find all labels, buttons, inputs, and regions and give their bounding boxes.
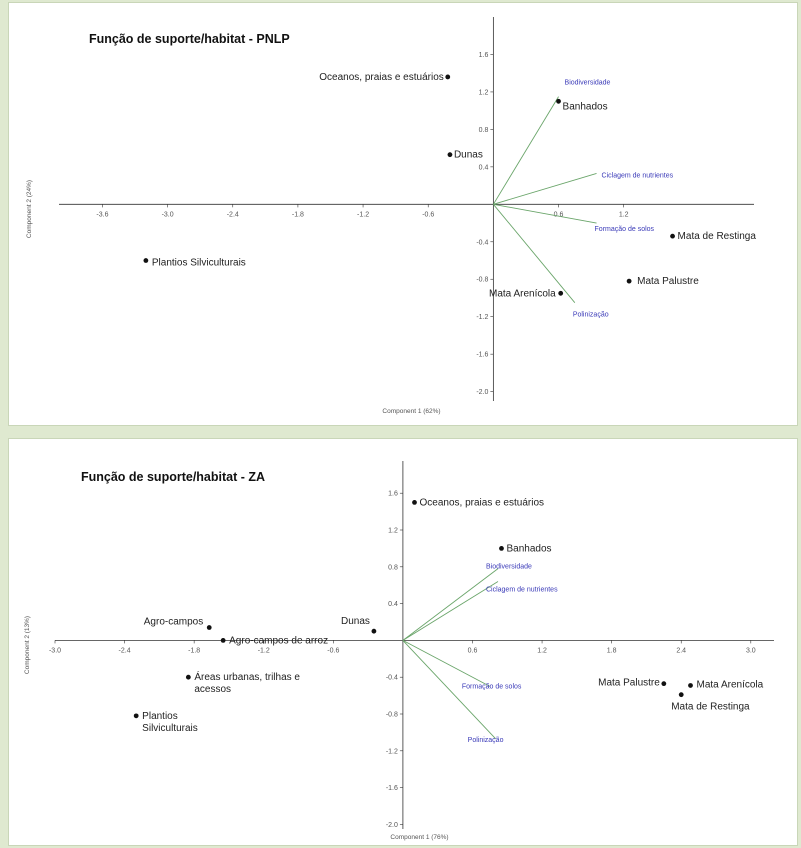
loading-vector xyxy=(402,581,499,641)
loading-label: Formação de solos xyxy=(462,683,522,690)
loading-label: Polinização xyxy=(468,737,504,744)
data-point xyxy=(143,258,149,263)
data-point xyxy=(133,713,139,719)
y-tick-label: 1.2 xyxy=(388,528,398,535)
loading-vector xyxy=(493,204,576,303)
point-label: Banhados xyxy=(563,101,608,112)
point-label: Plantios Silviculturais xyxy=(142,711,198,734)
data-point xyxy=(499,546,504,551)
x-tick-label: -3.0 xyxy=(162,211,174,218)
chart-panel-za: Função de suporte/habitat - ZA -3.0 -2.4 -1… xyxy=(8,438,798,846)
point-label: Plantios Silviculturais xyxy=(152,258,246,269)
loading-label: Biodiversidade xyxy=(565,80,611,87)
x-tick-label: -1.2 xyxy=(258,647,270,654)
x-tick-label: 1.8 xyxy=(607,647,617,654)
data-point xyxy=(558,290,564,296)
y-tick-label: -1.6 xyxy=(476,352,488,359)
data-point xyxy=(626,278,632,284)
y-tick-label: -0.4 xyxy=(476,239,488,246)
point-label: Dunas xyxy=(454,150,483,161)
chart-panel-pnlp: Função de suporte/habitat - PNLP -3.6 -3.0… xyxy=(8,2,798,426)
y-tick-label: 1.6 xyxy=(388,491,398,498)
point-label: Mata Palustre xyxy=(637,276,699,287)
y-tick-label: 0.8 xyxy=(479,127,489,134)
point-label: Oceanos, praias e estuários xyxy=(420,497,545,508)
loading-vector xyxy=(402,640,497,740)
point-label: Banhados xyxy=(506,543,551,554)
x-tick-label: 1.2 xyxy=(619,211,629,218)
x-tick-label: -3.0 xyxy=(49,647,61,654)
x-tick-label: -0.6 xyxy=(422,211,434,218)
x-tick-label: -1.8 xyxy=(292,211,304,218)
x-tick-label: -2.4 xyxy=(227,211,239,218)
y-tick-label: 1.6 xyxy=(479,52,489,59)
x-tick-label: -3.6 xyxy=(96,211,108,218)
data-point xyxy=(661,681,667,687)
x-tick-label: 0.6 xyxy=(468,647,478,654)
point-label: Oceanos, praias e estuários xyxy=(319,72,444,83)
pca-biplot-za: Função de suporte/habitat - ZA -3.0 -2.4 -1… xyxy=(24,461,774,841)
data-point xyxy=(445,74,451,80)
y-axis-label: Component 2 (13%) xyxy=(24,616,31,674)
chart-title: Função de suporte/habitat - PNLP xyxy=(89,32,290,46)
y-axis-label: Component 2 (24%) xyxy=(26,180,33,238)
loading-label: Biodiversidade xyxy=(486,564,532,571)
data-point xyxy=(206,625,212,630)
data-point xyxy=(220,638,226,643)
x-tick-label: -1.2 xyxy=(357,211,369,218)
y-tick-label: -0.8 xyxy=(476,277,488,284)
x-tick-label: 0.6 xyxy=(554,211,564,218)
point-label: Mata Palustre xyxy=(598,678,660,689)
x-tick-label: -1.8 xyxy=(188,647,200,654)
point-label: Dunas xyxy=(341,616,370,627)
data-point xyxy=(678,692,684,698)
point-label: Mata de Restinga xyxy=(678,231,757,242)
data-point xyxy=(688,683,693,688)
point-label: Agro-campos de arroz xyxy=(229,635,328,646)
x-tick-label: 2.4 xyxy=(676,647,686,654)
y-tick-label: 0.4 xyxy=(388,601,398,608)
loading-label: Polinização xyxy=(573,312,609,319)
data-point xyxy=(185,674,191,680)
y-tick-label: 0.8 xyxy=(388,564,398,571)
x-axis-label: Component 1 (62%) xyxy=(382,408,440,415)
loading-vector xyxy=(493,172,597,205)
y-tick-label: -1.6 xyxy=(386,785,398,792)
data-point xyxy=(447,152,453,158)
point-label: Áreas urbanas, trilhas e acessos xyxy=(194,670,300,695)
y-tick-label: -1.2 xyxy=(386,748,398,755)
y-tick-label: 0.4 xyxy=(479,164,489,171)
loading-vector xyxy=(493,203,597,224)
x-tick-label: 3.0 xyxy=(746,647,756,654)
loading-label: Ciclagem de nutrientes xyxy=(486,587,558,594)
loading-vector xyxy=(402,640,491,687)
y-tick-label: -2.0 xyxy=(476,389,488,396)
x-axis-label: Component 1 (76%) xyxy=(390,834,448,841)
loading-vector xyxy=(402,568,499,641)
chart-title: Função de suporte/habitat - ZA xyxy=(81,470,265,484)
y-tick-label: -0.8 xyxy=(386,712,398,719)
point-label: Mata de Restinga xyxy=(671,702,750,713)
y-tick-label: -2.0 xyxy=(386,822,398,829)
loading-vector xyxy=(492,96,559,205)
x-tick-label: -0.6 xyxy=(327,647,339,654)
data-point xyxy=(670,233,675,239)
y-tick-label: 1.2 xyxy=(479,89,489,96)
data-point xyxy=(371,628,377,634)
x-tick-label: -2.4 xyxy=(119,647,131,654)
y-tick-label: -1.2 xyxy=(476,314,488,321)
point-label: Mata Arenícola xyxy=(697,679,764,690)
loading-label: Ciclagem de nutrientes xyxy=(602,172,674,179)
point-label: Mata Arenícola xyxy=(489,288,556,299)
pca-biplot-pnlp: Função de suporte/habitat - PNLP -3.6 -3.0… xyxy=(26,17,757,415)
point-label: Agro-campos xyxy=(144,617,203,628)
y-tick-label: -0.4 xyxy=(386,675,398,682)
data-point xyxy=(412,500,417,505)
loading-label: Formação de solos xyxy=(595,226,655,233)
data-point xyxy=(556,98,561,104)
x-tick-label: 1.2 xyxy=(537,647,547,654)
